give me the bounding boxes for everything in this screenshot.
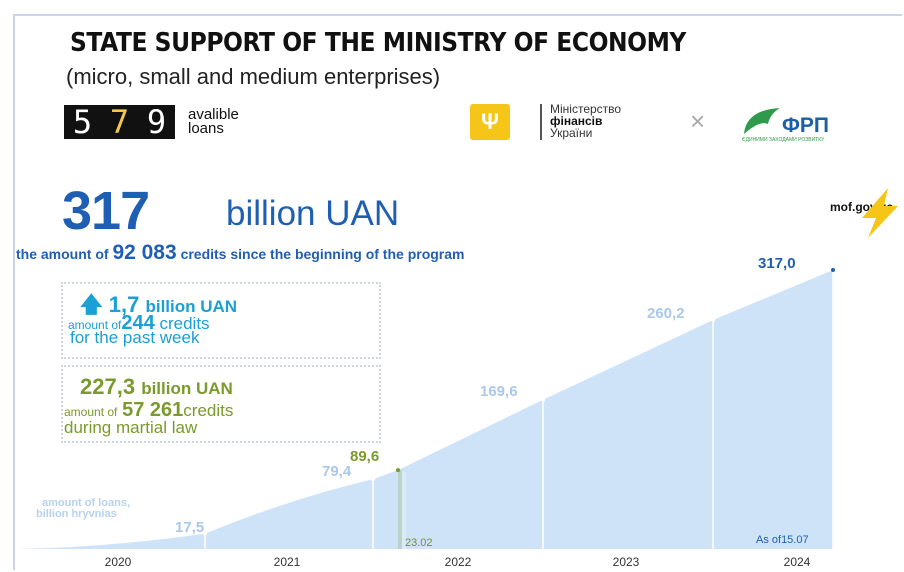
counter-label: avalible loans bbox=[188, 106, 239, 137]
chart-value-label: 169,6 bbox=[480, 383, 518, 400]
chart-value-label: 317,0 bbox=[758, 255, 796, 272]
war-value-line: 227,3 billion UAN bbox=[80, 374, 233, 400]
war-unit: billion UAN bbox=[141, 379, 233, 398]
ministry-line: Міністерство bbox=[550, 102, 622, 116]
credits-count: 92 083 bbox=[112, 241, 177, 264]
total-amount-unit: billion UAN bbox=[226, 194, 400, 233]
counter-digit: 5 bbox=[64, 105, 101, 139]
y-axis-label: amount of loans, bbox=[42, 497, 130, 509]
chart-point bbox=[203, 531, 207, 536]
page-subtitle: (micro, small and medium enterprises) bbox=[66, 64, 441, 89]
credits-suffix: credits since the beginning of the progr… bbox=[180, 246, 465, 262]
ministry-line: фінансів bbox=[550, 114, 603, 128]
counter-label-line: avalible bbox=[188, 106, 239, 123]
week-credits: 244 bbox=[121, 312, 155, 334]
lightning-icon bbox=[862, 188, 898, 238]
war-value: 227,3 bbox=[80, 374, 136, 399]
week-value: 1,7 bbox=[108, 292, 140, 317]
trident-emblem-icon: Ψ bbox=[470, 104, 510, 140]
chart-point bbox=[541, 397, 545, 402]
credits-prefix: the amount of bbox=[16, 246, 109, 262]
war-amount-prefix: amount of bbox=[64, 405, 118, 419]
frp-logo-subtext: ЄДИНИМИ ЗАХОДАМИ РОЗВИТКУ bbox=[742, 137, 825, 143]
chart-point bbox=[371, 477, 375, 482]
ministry-line: України bbox=[550, 126, 593, 140]
week-amount-prefix: amount of bbox=[68, 318, 122, 332]
counter-label-line: loans bbox=[188, 120, 224, 137]
war-period: during martial law bbox=[64, 418, 198, 437]
war-start-band bbox=[398, 470, 402, 549]
chart-value-label: 17,5 bbox=[175, 519, 204, 536]
war-band-shadow bbox=[402, 472, 406, 549]
chart-value-label: 260,2 bbox=[647, 305, 685, 322]
x-tick-label: 2020 bbox=[105, 555, 132, 569]
week-period: for the past week bbox=[70, 328, 200, 347]
chart-point bbox=[711, 317, 715, 322]
x-tick-label: 2023 bbox=[613, 555, 640, 569]
chart-point bbox=[831, 268, 835, 272]
war-credits-word: credits bbox=[183, 401, 234, 420]
infographic-frame bbox=[13, 14, 902, 570]
war-date-marker: 23.02 bbox=[405, 537, 433, 549]
week-value-line: 🡅 1,7 billion UAN bbox=[80, 288, 237, 326]
week-unit: billion UAN bbox=[145, 297, 238, 316]
ministry-logo-text: Міністерство фінансів України bbox=[550, 103, 621, 139]
total-amount-value: 317 bbox=[62, 181, 150, 241]
week-credits-line: amount of244 credits bbox=[68, 312, 210, 335]
total-credits-line: the amount of 92 083 credits since the b… bbox=[16, 241, 465, 265]
war-credits-line: amount of 57 261credits bbox=[64, 399, 233, 422]
divider bbox=[540, 104, 542, 140]
chart-point bbox=[396, 468, 400, 473]
frp-logo-text: ФРП bbox=[782, 114, 830, 137]
x-tick-label: 2021 bbox=[274, 555, 301, 569]
counter-digit: 7 bbox=[101, 105, 138, 139]
chart-area bbox=[18, 270, 833, 549]
week-stats-box bbox=[61, 282, 381, 359]
x-tick-label: 2022 bbox=[445, 555, 472, 569]
martial-law-stats-box bbox=[61, 365, 381, 443]
counter-digit: 9 bbox=[138, 105, 175, 139]
page-title: STATE SUPPORT OF THE MINISTRY OF ECONOMY bbox=[70, 28, 686, 58]
y-axis-label: billion hryvnias bbox=[36, 508, 117, 520]
x-tick-label: 2024 bbox=[784, 555, 811, 569]
week-credits-word: credits bbox=[159, 314, 210, 333]
war-credits: 57 261 bbox=[122, 399, 184, 421]
chart-value-label: 89,6 bbox=[350, 448, 379, 465]
times-icon: × bbox=[690, 106, 706, 136]
arrow-up-icon: 🡅 bbox=[80, 292, 103, 317]
as-of-date-marker: As of15.07 bbox=[756, 534, 809, 546]
chart-value-label: 79,4 bbox=[322, 463, 352, 480]
frp-leaf-icon bbox=[744, 108, 780, 134]
loans-counter: 5 7 9 bbox=[64, 105, 175, 139]
